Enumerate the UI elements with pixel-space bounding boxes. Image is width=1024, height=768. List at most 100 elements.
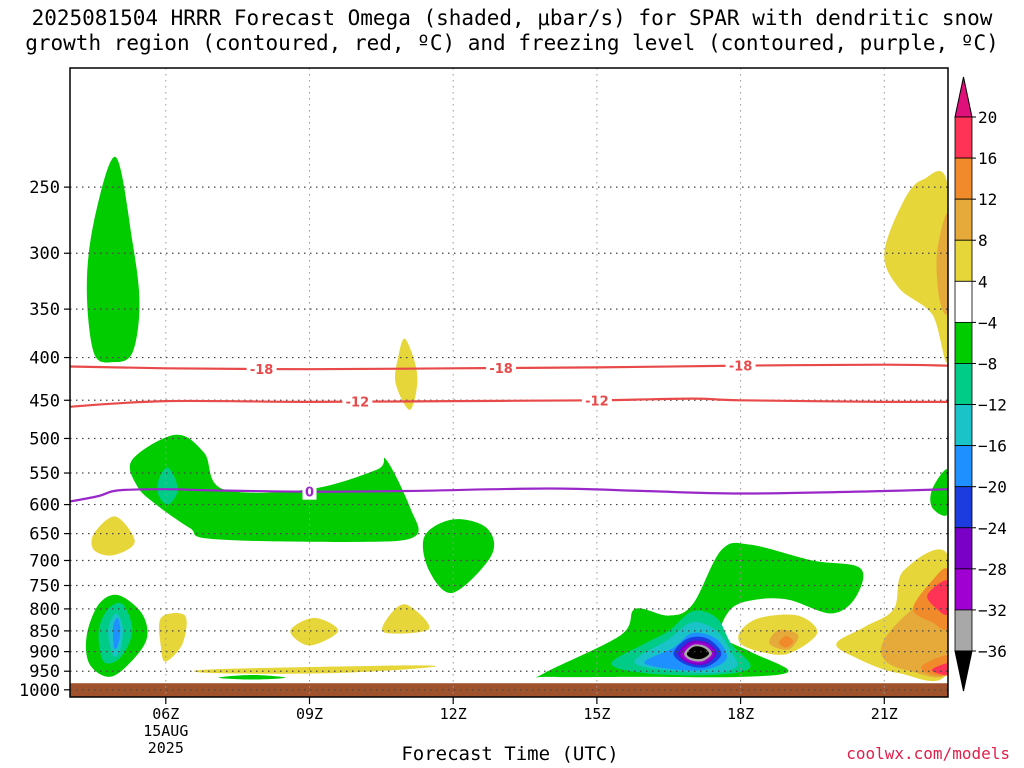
omega-region-7 [290, 617, 339, 646]
title-line-2: growth region (contoured, red, ºC) and f… [25, 31, 999, 55]
colorbar-bin-9 [954, 486, 973, 529]
omega-region-14 [112, 617, 121, 650]
colorbar-bin-3 [954, 239, 973, 282]
colorbar-bin-5 [954, 321, 973, 364]
omega-region-6 [159, 613, 187, 662]
omega-region-3 [157, 467, 178, 505]
colorbar-bin-10 [954, 527, 973, 570]
colorbar-bin-6 [954, 363, 973, 405]
colorbar-label-4: 4 [978, 272, 988, 291]
colorbar-label-7: −12 [978, 396, 1007, 415]
colorbar-bin-11 [954, 568, 973, 611]
omega-region-0 [86, 156, 140, 363]
x-tick-date: 15AUG [143, 722, 188, 740]
temperature-contours: -18 -18 -18 -12 -12 0 [70, 357, 948, 503]
colorbar-label-8: −16 [978, 437, 1007, 456]
contour-label--18-2: -18 [729, 360, 753, 375]
y-tick-850: 850 [29, 622, 60, 642]
omega-region-5 [422, 519, 495, 593]
y-tick-750: 750 [29, 577, 60, 597]
y-tick-1000: 1000 [19, 681, 60, 701]
colorbar-over-triangle [954, 76, 973, 118]
omega-region-9 [193, 665, 437, 674]
y-tick-300: 300 [29, 244, 60, 264]
omega-region-4 [91, 516, 135, 556]
x-tick-15Z: 15Z [583, 705, 610, 723]
plot-frame [69, 67, 949, 698]
y-tick-800: 800 [29, 600, 60, 620]
y-tick-700: 700 [29, 551, 60, 571]
y-tick-900: 900 [29, 643, 60, 663]
omega-region-34 [936, 213, 948, 315]
omega-shading [85, 156, 948, 681]
contour-0 [70, 487, 948, 503]
omega-region-30 [927, 580, 948, 616]
x-axis-label: Forecast Time (UTC) [401, 743, 619, 765]
colorbar-label-3: 8 [978, 231, 988, 250]
y-tick-450: 450 [29, 391, 60, 411]
grid-lines [70, 68, 948, 697]
contour-label--18-1: -18 [489, 362, 513, 377]
omega-region-32 [931, 663, 948, 675]
contour-label-bg [246, 360, 277, 377]
contour-label--18-0: -18 [250, 363, 274, 378]
colorbar-label-11: −28 [978, 560, 1007, 579]
y-tick-650: 650 [29, 525, 60, 545]
omega-region-23 [686, 646, 710, 660]
colorbar-bin-7 [954, 404, 973, 447]
omega-region-35 [930, 469, 948, 516]
colorbar-bin-1 [954, 157, 973, 200]
omega-region-1 [395, 338, 418, 410]
y-tick-500: 500 [29, 429, 60, 449]
colorbar-bin-2 [954, 198, 973, 241]
contour-label--12-0: -12 [346, 396, 370, 411]
omega-region-33 [884, 171, 948, 363]
colorbar: 20 16 12 8 4 −4 −8 −12 −16 −20 −24 −28 −32 −36 [954, 76, 1007, 692]
x-tick-09Z: 09Z [296, 705, 323, 723]
y-axis: 2503003504004505005506006507007508008509… [19, 178, 70, 701]
colorbar-bin-12 [954, 609, 973, 652]
contour-label-bg [725, 357, 756, 374]
contour-label-0-0: 0 [305, 486, 314, 501]
omega-region-26 [778, 635, 794, 648]
x-tick-year: 2025 [148, 739, 184, 757]
x-tick-21Z: 21Z [871, 705, 898, 723]
contour--12 [70, 397, 948, 408]
colorbar-label-6: −8 [978, 354, 997, 373]
omega-region-15 [535, 542, 864, 678]
colorbar-label-0: 20 [978, 108, 997, 127]
x-tick-18Z: 18Z [727, 705, 754, 723]
colorbar-label-10: −24 [978, 519, 1007, 538]
x-tick-06Z: 06Z [152, 705, 179, 723]
chart-title: 2025081504 HRRR Forecast Omega (shaded, … [0, 6, 1024, 56]
colorbar-label-13: −36 [978, 642, 1007, 661]
omega-region-8 [382, 604, 430, 634]
x-tick-12Z: 12Z [440, 705, 467, 723]
colorbar-bin-4 [954, 280, 973, 323]
credit-link[interactable]: coolwx.com/models [846, 744, 1010, 763]
y-tick-550: 550 [29, 464, 60, 484]
y-tick-950: 950 [29, 662, 60, 682]
contour-label-bg [581, 392, 612, 409]
colorbar-bin-0 [954, 116, 973, 159]
y-tick-400: 400 [29, 349, 60, 369]
colorbar-under-triangle [954, 650, 973, 692]
colorbar-label-9: −20 [978, 478, 1007, 497]
y-tick-600: 600 [29, 496, 60, 516]
y-tick-350: 350 [29, 300, 60, 320]
omega-region-2 [129, 434, 419, 542]
colorbar-label-1: 16 [978, 149, 997, 168]
contour-label-bg [486, 359, 517, 376]
omega-region-10 [218, 675, 286, 680]
contour-label--12-1: -12 [585, 394, 609, 409]
colorbar-bin-8 [954, 445, 973, 488]
colorbar-label-12: −32 [978, 601, 1007, 620]
colorbar-label-2: 12 [978, 190, 997, 209]
title-line-1: 2025081504 HRRR Forecast Omega (shaded, … [31, 6, 993, 30]
contour-label-bg [302, 483, 317, 500]
contour-label-bg [342, 393, 373, 410]
colorbar-label-5: −4 [978, 313, 997, 332]
y-tick-250: 250 [29, 178, 60, 198]
